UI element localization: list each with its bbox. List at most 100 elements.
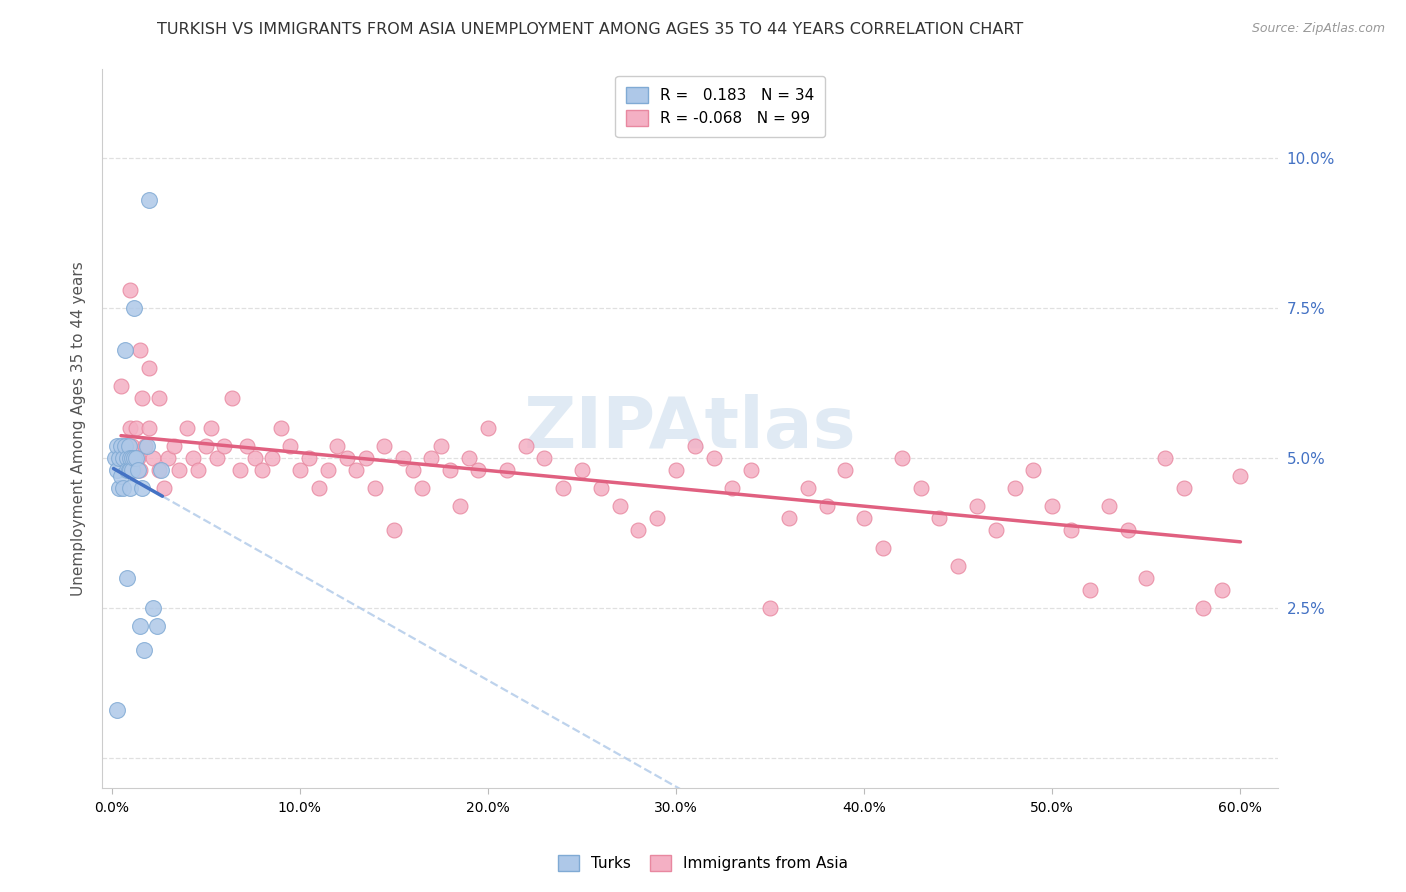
Point (115, 463, 138, 477)
Point (221, 392, 243, 406)
Point (108, 481, 131, 495)
Point (308, 481, 330, 495)
Point (214, 439, 236, 453)
Point (148, 392, 170, 406)
Point (1040, 500, 1063, 514)
Point (181, 451, 204, 466)
Point (1191, 601, 1213, 615)
Point (1116, 523, 1139, 537)
Point (1004, 481, 1026, 495)
Point (205, 451, 228, 466)
Point (105, 439, 128, 453)
Point (533, 451, 555, 466)
Point (1078, 583, 1101, 598)
Point (589, 481, 612, 495)
Point (127, 463, 149, 477)
Point (721, 481, 744, 495)
Point (125, 451, 148, 466)
Point (373, 439, 395, 453)
Point (163, 439, 186, 453)
Legend: R =   0.183   N = 34, R = -0.068   N = 99: R = 0.183 N = 34, R = -0.068 N = 99 (616, 76, 825, 137)
Legend: Turks, Immigrants from Asia: Turks, Immigrants from Asia (551, 849, 855, 877)
Point (703, 451, 725, 466)
Point (260, 451, 283, 466)
Point (122, 301, 145, 316)
Point (430, 439, 453, 453)
Point (117, 439, 139, 453)
Point (111, 451, 134, 466)
Point (853, 511, 876, 525)
Point (111, 481, 134, 495)
Point (344, 463, 367, 477)
Point (477, 421, 499, 435)
Point (131, 481, 153, 495)
Point (122, 463, 145, 477)
Point (796, 481, 818, 495)
Point (1060, 523, 1083, 537)
Point (120, 481, 142, 495)
Point (169, 463, 191, 477)
Point (176, 421, 198, 435)
Point (948, 559, 970, 574)
Point (138, 361, 160, 376)
Point (759, 601, 782, 615)
Point (553, 481, 575, 495)
Point (187, 463, 209, 477)
Point (336, 451, 359, 466)
Point (115, 463, 138, 477)
Point (108, 451, 131, 466)
Point (243, 451, 266, 466)
Point (984, 523, 1007, 537)
Point (740, 463, 762, 477)
Point (136, 439, 159, 453)
Point (157, 451, 180, 466)
Point (392, 451, 415, 466)
Point (449, 500, 471, 514)
Point (872, 541, 894, 556)
Point (115, 571, 138, 585)
Point (1229, 469, 1251, 483)
Point (401, 463, 423, 477)
Point (121, 463, 143, 477)
Point (411, 481, 433, 495)
Point (571, 463, 593, 477)
Point (1211, 583, 1233, 598)
Point (890, 451, 912, 466)
Point (1135, 571, 1157, 585)
Point (815, 500, 838, 514)
Point (1022, 463, 1045, 477)
Point (910, 481, 932, 495)
Point (148, 463, 170, 477)
Point (127, 451, 149, 466)
Point (834, 463, 856, 477)
Point (364, 481, 387, 495)
Point (105, 463, 128, 477)
Point (683, 439, 706, 453)
Point (105, 703, 128, 717)
Point (467, 463, 489, 477)
Point (250, 463, 273, 477)
Point (928, 511, 950, 525)
Text: TURKISH VS IMMIGRANTS FROM ASIA UNEMPLOYMENT AMONG AGES 35 TO 44 YEARS CORRELATI: TURKISH VS IMMIGRANTS FROM ASIA UNEMPLOY… (157, 22, 1024, 37)
Point (236, 439, 259, 453)
Point (114, 439, 136, 453)
Point (110, 439, 132, 453)
Point (420, 451, 443, 466)
Point (115, 451, 138, 466)
Point (117, 451, 139, 466)
Text: ZIPAtlas: ZIPAtlas (524, 393, 856, 463)
Point (104, 451, 127, 466)
Point (270, 421, 292, 435)
Point (645, 511, 668, 525)
Point (110, 379, 132, 393)
Point (153, 481, 176, 495)
Point (128, 619, 150, 633)
Point (128, 343, 150, 358)
Point (326, 439, 349, 453)
Point (142, 451, 165, 466)
Y-axis label: Unemployment Among Ages 35 to 44 years: Unemployment Among Ages 35 to 44 years (72, 261, 86, 596)
Point (515, 439, 537, 453)
Point (316, 463, 339, 477)
Point (110, 469, 132, 483)
Point (458, 451, 481, 466)
